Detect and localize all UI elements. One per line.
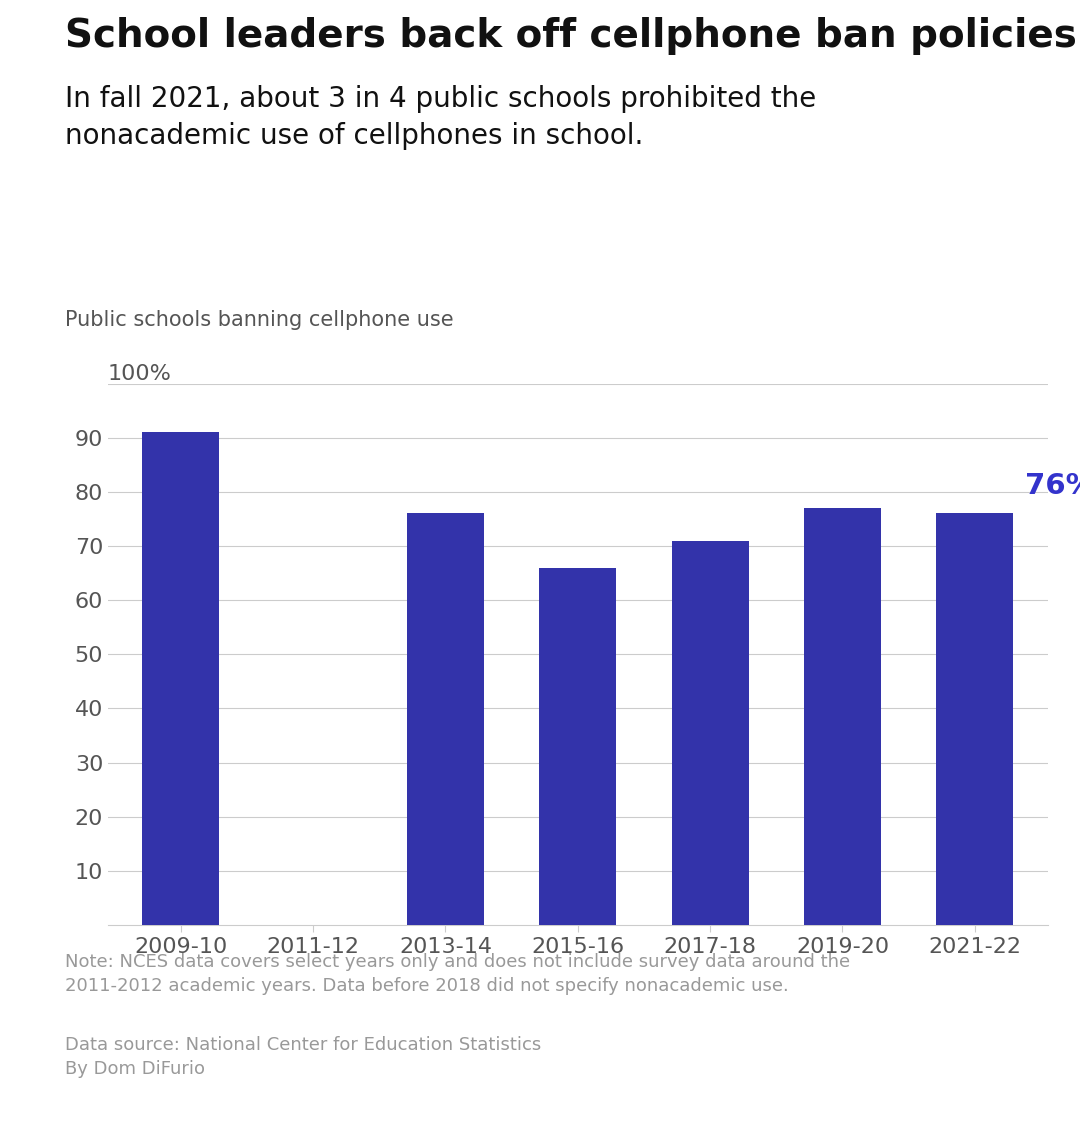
Text: 100%: 100% [108,363,172,384]
Text: Data source: National Center for Education Statistics
By Dom DiFurio: Data source: National Center for Educati… [65,1036,541,1078]
Text: Public schools banning cellphone use: Public schools banning cellphone use [65,310,454,331]
Bar [539,567,617,925]
Bar [936,513,1013,925]
Text: Note: NCES data covers select years only and does not include survey data around: Note: NCES data covers select years only… [65,953,850,995]
Text: 76%: 76% [1025,472,1080,500]
Text: School leaders back off cellphone ban policies: School leaders back off cellphone ban po… [65,17,1077,55]
Bar [407,513,484,925]
Text: In fall 2021, about 3 in 4 public schools prohibited the
nonacademic use of cell: In fall 2021, about 3 in 4 public school… [65,85,816,150]
Bar [143,432,219,925]
Bar [672,540,748,925]
Bar [805,508,881,925]
